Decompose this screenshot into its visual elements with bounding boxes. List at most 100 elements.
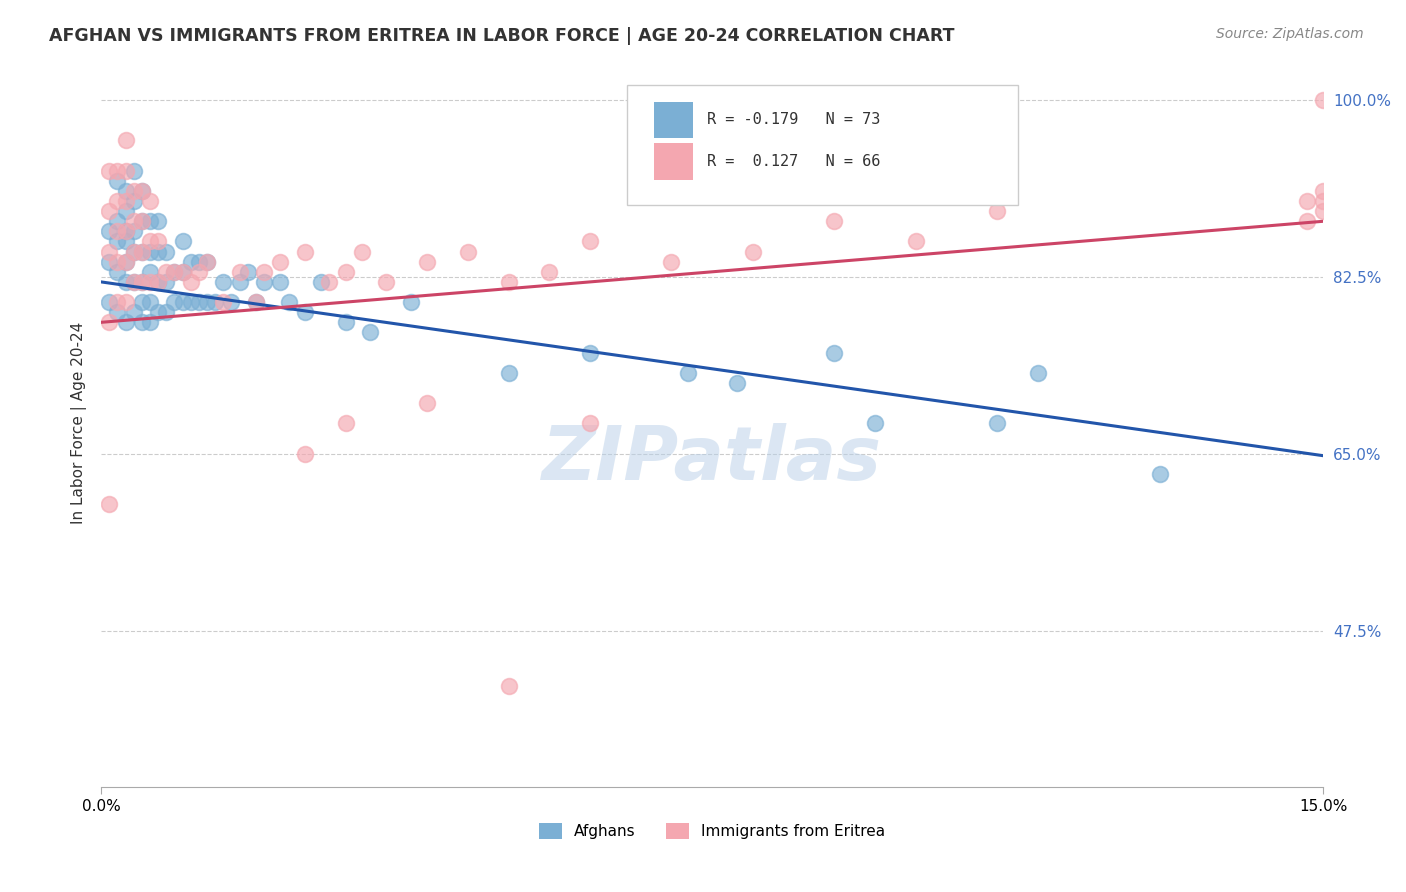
Point bbox=[98, 224, 121, 238]
Point bbox=[180, 275, 202, 289]
Text: Source: ZipAtlas.com: Source: ZipAtlas.com bbox=[1216, 27, 1364, 41]
Point bbox=[676, 366, 699, 380]
Point bbox=[98, 244, 121, 259]
Point bbox=[114, 204, 136, 219]
Point bbox=[498, 275, 520, 289]
Point bbox=[253, 265, 276, 279]
Text: AFGHAN VS IMMIGRANTS FROM ERITREA IN LABOR FORCE | AGE 20-24 CORRELATION CHART: AFGHAN VS IMMIGRANTS FROM ERITREA IN LAB… bbox=[49, 27, 955, 45]
Point bbox=[114, 224, 136, 238]
Point bbox=[245, 295, 267, 310]
Point bbox=[187, 265, 209, 279]
Point bbox=[986, 417, 1008, 431]
Point bbox=[335, 417, 357, 431]
Point bbox=[114, 133, 136, 147]
Point bbox=[139, 235, 162, 249]
Point bbox=[131, 275, 153, 289]
Point bbox=[195, 254, 218, 268]
Point bbox=[172, 265, 194, 279]
Point bbox=[172, 265, 194, 279]
Point bbox=[375, 275, 398, 289]
Point bbox=[122, 244, 145, 259]
Point bbox=[107, 224, 129, 238]
Point bbox=[269, 275, 291, 289]
Point bbox=[318, 275, 340, 289]
Point bbox=[155, 305, 177, 319]
Point bbox=[98, 204, 121, 219]
Point bbox=[122, 214, 145, 228]
Point bbox=[98, 497, 121, 511]
Point bbox=[98, 315, 121, 329]
Point bbox=[538, 265, 561, 279]
Point bbox=[245, 295, 267, 310]
Point bbox=[195, 295, 218, 310]
Point bbox=[172, 295, 194, 310]
FancyBboxPatch shape bbox=[627, 85, 1018, 205]
Point bbox=[236, 265, 259, 279]
Point bbox=[195, 254, 218, 268]
Point bbox=[579, 235, 602, 249]
Point bbox=[139, 214, 162, 228]
Point bbox=[579, 345, 602, 359]
Point bbox=[204, 295, 226, 310]
Point bbox=[98, 295, 121, 310]
Point bbox=[1296, 214, 1319, 228]
Point bbox=[131, 244, 153, 259]
Point bbox=[131, 214, 153, 228]
Point bbox=[122, 194, 145, 208]
Point bbox=[122, 244, 145, 259]
Point bbox=[146, 235, 169, 249]
Point bbox=[139, 265, 162, 279]
Point bbox=[228, 275, 250, 289]
Point bbox=[277, 295, 299, 310]
Point bbox=[823, 214, 845, 228]
Point bbox=[228, 265, 250, 279]
Bar bbox=[654, 102, 693, 138]
Point bbox=[98, 254, 121, 268]
Point bbox=[107, 254, 129, 268]
Point bbox=[163, 265, 186, 279]
Point bbox=[131, 315, 153, 329]
Legend: Afghans, Immigrants from Eritrea: Afghans, Immigrants from Eritrea bbox=[533, 817, 891, 845]
Point bbox=[163, 265, 186, 279]
Point bbox=[742, 244, 765, 259]
Point bbox=[498, 679, 520, 693]
Point bbox=[212, 295, 235, 310]
Point bbox=[294, 447, 316, 461]
Point bbox=[1149, 467, 1171, 481]
Point bbox=[294, 244, 316, 259]
Point bbox=[823, 345, 845, 359]
Point bbox=[294, 305, 316, 319]
Point bbox=[139, 194, 162, 208]
Point bbox=[139, 244, 162, 259]
Point bbox=[1312, 184, 1334, 198]
Point bbox=[457, 244, 479, 259]
Point bbox=[114, 235, 136, 249]
Point bbox=[579, 417, 602, 431]
Point bbox=[107, 163, 129, 178]
Y-axis label: In Labor Force | Age 20-24: In Labor Force | Age 20-24 bbox=[72, 322, 87, 524]
Point bbox=[863, 417, 886, 431]
Point bbox=[172, 235, 194, 249]
Point bbox=[122, 184, 145, 198]
Bar bbox=[654, 144, 693, 179]
Point bbox=[139, 295, 162, 310]
Point bbox=[155, 244, 177, 259]
Point bbox=[359, 326, 381, 340]
Point bbox=[107, 235, 129, 249]
Point bbox=[146, 305, 169, 319]
Point bbox=[155, 275, 177, 289]
Point bbox=[187, 254, 209, 268]
Text: R =  0.127   N = 66: R = 0.127 N = 66 bbox=[707, 154, 880, 169]
Point bbox=[1312, 93, 1334, 107]
Point bbox=[1312, 204, 1334, 219]
Point bbox=[253, 275, 276, 289]
Point bbox=[155, 265, 177, 279]
Point bbox=[114, 315, 136, 329]
Point bbox=[221, 295, 243, 310]
Point bbox=[146, 275, 169, 289]
Point bbox=[131, 244, 153, 259]
Point bbox=[114, 254, 136, 268]
Point bbox=[335, 315, 357, 329]
Point bbox=[146, 244, 169, 259]
Point bbox=[1312, 194, 1334, 208]
